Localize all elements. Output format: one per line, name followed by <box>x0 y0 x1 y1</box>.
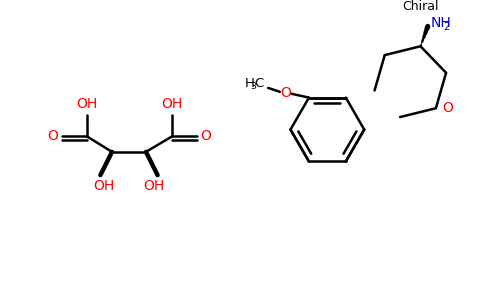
Text: O: O <box>201 129 212 143</box>
Text: Chiral: Chiral <box>403 0 439 14</box>
Text: NH: NH <box>430 16 451 30</box>
Text: OH: OH <box>143 179 165 193</box>
Text: OH: OH <box>93 179 115 193</box>
Text: C: C <box>255 76 264 90</box>
Text: O: O <box>280 86 291 100</box>
Text: H: H <box>245 76 255 90</box>
Text: OH: OH <box>76 97 97 111</box>
Text: 2: 2 <box>443 22 449 32</box>
Text: O: O <box>442 101 453 115</box>
Text: O: O <box>47 129 58 143</box>
Text: 3: 3 <box>251 82 257 91</box>
Text: OH: OH <box>162 97 183 111</box>
